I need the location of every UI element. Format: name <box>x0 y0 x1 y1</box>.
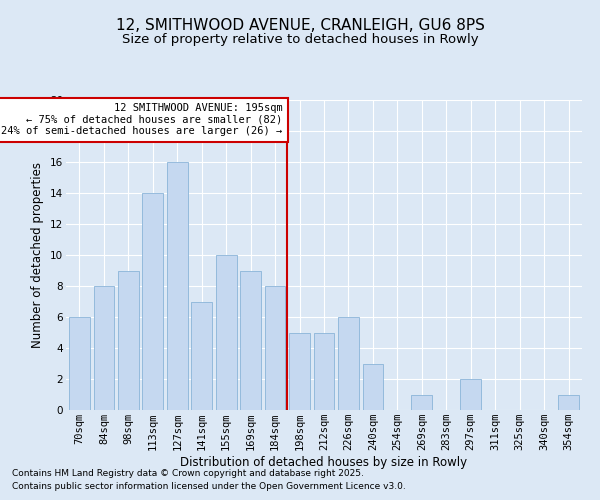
Bar <box>265 286 286 410</box>
Bar <box>191 302 212 410</box>
Bar <box>338 317 359 410</box>
Bar <box>240 270 261 410</box>
Bar <box>314 332 334 410</box>
Text: 12, SMITHWOOD AVENUE, CRANLEIGH, GU6 8PS: 12, SMITHWOOD AVENUE, CRANLEIGH, GU6 8PS <box>116 18 484 32</box>
Bar <box>558 394 579 410</box>
Bar <box>118 270 139 410</box>
Bar <box>142 193 163 410</box>
Bar <box>167 162 188 410</box>
Bar <box>289 332 310 410</box>
Bar <box>460 379 481 410</box>
X-axis label: Distribution of detached houses by size in Rowly: Distribution of detached houses by size … <box>181 456 467 469</box>
Bar <box>216 255 236 410</box>
Bar <box>94 286 114 410</box>
Bar <box>362 364 383 410</box>
Text: Size of property relative to detached houses in Rowly: Size of property relative to detached ho… <box>122 32 478 46</box>
Bar <box>412 394 432 410</box>
Bar <box>69 317 90 410</box>
Text: Contains public sector information licensed under the Open Government Licence v3: Contains public sector information licen… <box>12 482 406 491</box>
Text: 12 SMITHWOOD AVENUE: 195sqm
← 75% of detached houses are smaller (82)
24% of sem: 12 SMITHWOOD AVENUE: 195sqm ← 75% of det… <box>1 103 283 136</box>
Y-axis label: Number of detached properties: Number of detached properties <box>31 162 44 348</box>
Text: Contains HM Land Registry data © Crown copyright and database right 2025.: Contains HM Land Registry data © Crown c… <box>12 468 364 477</box>
